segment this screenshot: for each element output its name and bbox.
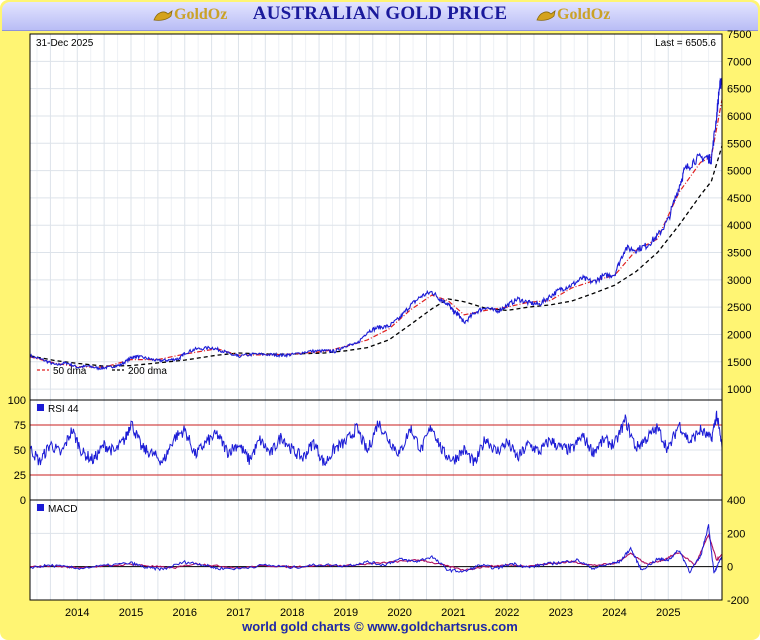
legend-200dma: 200 dma [128,366,167,377]
goldoz-logo-right: GoldOz [535,6,610,24]
logo-text-right: GoldOz [557,6,611,23]
price-axis-tick: 4000 [727,220,751,232]
x-tick-label: 2025 [656,607,680,619]
last-price-label: Last = 6505.6 [655,38,716,49]
price-axis-tick: 2000 [727,329,751,341]
dma50-line [29,99,723,368]
macd-line [29,524,723,574]
price-axis-tick: 1500 [727,357,751,369]
macd-axis-tick: 0 [727,562,733,574]
rsi-legend-square [37,404,44,411]
price-axis-tick: 4500 [727,193,751,205]
x-tick-label: 2020 [387,607,411,619]
price-axis-tick: 6500 [727,84,751,96]
macd-legend-square [37,504,44,511]
rsi-axis-tick: 75 [14,420,26,432]
price-axis-tick: 3500 [727,248,751,260]
rsi-line [29,410,723,467]
macd-axis-tick: 200 [727,528,745,540]
x-tick-label: 2023 [549,607,573,619]
plot-background [30,34,722,600]
x-tick-label: 2024 [602,607,626,619]
macd-label: MACD [48,504,77,515]
rsi-axis-tick: 50 [14,445,26,457]
x-tick-label: 2019 [334,607,358,619]
price-axis-tick: 7500 [727,29,751,41]
rsi-axis-tick: 0 [20,495,26,507]
price-axis-tick: 2500 [727,302,751,314]
price-axis-tick: 3000 [727,275,751,287]
footer-credit: world gold charts © www.goldchartsrus.co… [242,619,518,634]
price-axis-tick: 5000 [727,166,751,178]
kangaroo-icon [153,10,173,21]
rsi-axis-tick: 100 [8,395,26,407]
plot-border [29,33,723,601]
x-tick-label: 2016 [172,607,196,619]
x-tick-label: 2021 [441,607,465,619]
legend-50dma: 50 dma [53,366,87,377]
price-axis-tick: 7000 [727,56,751,68]
macd-axis-tick: -200 [727,595,749,607]
logo-text-left: GoldOz [174,6,228,23]
x-tick-label: 2017 [226,607,250,619]
chart-title: AUSTRALIAN GOLD PRICE [252,3,508,24]
macd-axis-tick: 400 [727,495,745,507]
date-label: 31-Dec 2025 [36,38,94,49]
price-line [29,77,723,371]
x-tick-label: 2014 [65,607,89,619]
price-axis-tick: 1000 [727,384,751,396]
x-tick-label: 2015 [119,607,143,619]
rsi-axis-tick: 25 [14,470,26,482]
rsi-label: RSI 44 [48,404,79,415]
title-bar [2,2,758,31]
x-tick-label: 2018 [280,607,304,619]
kangaroo-icon [536,10,556,21]
x-tick-label: 2022 [495,607,519,619]
price-axis-tick: 6000 [727,111,751,123]
goldoz-logo-left: GoldOz [152,6,227,24]
dma200-line [29,145,723,367]
price-axis-tick: 5500 [727,138,751,150]
